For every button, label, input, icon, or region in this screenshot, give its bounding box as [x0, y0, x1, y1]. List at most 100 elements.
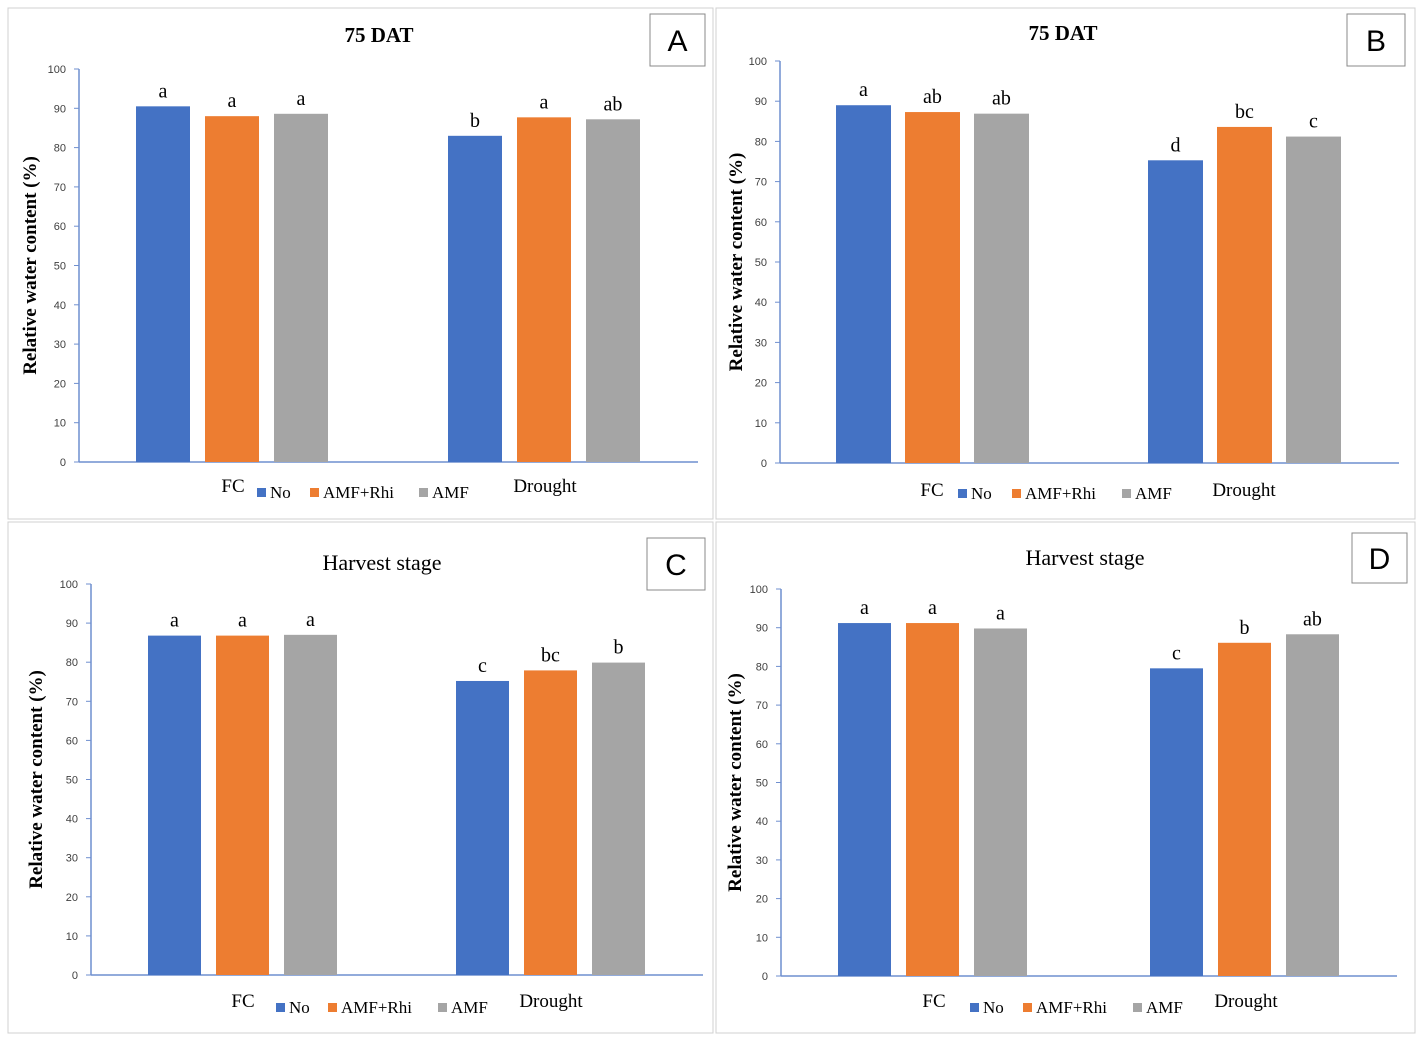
legend: No AMF+Rhi AMF: [958, 484, 1172, 503]
bar-significance-label: a: [228, 90, 237, 112]
y-tick-label: 30: [755, 337, 767, 349]
y-tick-label: 50: [756, 778, 768, 790]
x-category-label: Drought: [519, 991, 583, 1012]
y-tick-label: 70: [755, 177, 767, 189]
bar-fc-no: [148, 635, 201, 975]
y-axis-label: Relative water content (%): [725, 673, 746, 892]
bar-drought-amf: [1286, 136, 1341, 464]
legend: No AMF+Rhi AMF: [970, 998, 1183, 1017]
chart-panel-c: C Harvest stage 0 10 20 30 40 50 60 70 80 90 100 Rela…: [7, 521, 714, 1034]
bar-fc-amf: [274, 113, 328, 462]
y-tick-label: 90: [54, 103, 66, 115]
bar-fc-no: [838, 623, 891, 976]
bar-significance-label: b: [470, 110, 480, 132]
legend-entry: No: [270, 483, 291, 502]
chart-panel-a: A 75 DAT 0 10 20 30 40 50 60 70 80 90 100 Relative wa…: [7, 7, 714, 520]
bar-significance-label: b: [614, 637, 624, 659]
x-category-label: FC: [221, 476, 244, 497]
y-tick-label: 80: [756, 661, 768, 673]
bar-significance-label: a: [238, 610, 247, 632]
y-tick-label: 90: [66, 618, 78, 630]
bar-fc-amf: [284, 634, 337, 975]
panel-letter-box: [1346, 13, 1406, 67]
y-tick-label: 80: [54, 143, 66, 155]
bar-drought-amfrhi: [524, 670, 577, 975]
legend-swatch: [958, 489, 967, 498]
y-tick-label: 100: [750, 584, 768, 596]
bar-drought-no: [1150, 668, 1203, 976]
panel-letter: D: [1369, 543, 1391, 576]
bar-significance-label: b: [1240, 617, 1250, 639]
y-tick-label: 60: [66, 735, 78, 747]
panel-letter-box: [646, 537, 706, 591]
legend-entry: AMF+Rhi: [1036, 998, 1107, 1017]
bar-fc-no: [836, 105, 891, 463]
x-category-label: Drought: [1212, 480, 1276, 501]
y-axis-label: Relative water content (%): [20, 156, 41, 375]
y-tick-label: 10: [755, 418, 767, 430]
legend-swatch: [438, 1003, 447, 1012]
panel-letter-box: [649, 13, 706, 67]
legend-entry: AMF+Rhi: [1025, 484, 1096, 503]
bar-drought-amfrhi: [1218, 642, 1271, 976]
panel-letter: C: [665, 549, 687, 582]
bar-fc-amf: [974, 113, 1029, 464]
y-tick-label: 50: [66, 775, 78, 787]
y-tick-label: 20: [756, 894, 768, 906]
legend-entry: AMF: [432, 483, 469, 502]
bar-fc-amf: [974, 628, 1027, 976]
bar-significance-label: a: [170, 610, 179, 632]
y-tick-label: 100: [60, 579, 78, 591]
panel-letter: A: [667, 25, 687, 58]
legend-entry: AMF: [1135, 484, 1172, 503]
bar-significance-label: a: [859, 79, 868, 101]
y-tick-label: 90: [756, 623, 768, 635]
y-tick-label: 0: [762, 971, 768, 983]
chart-title: Harvest stage: [1025, 545, 1144, 570]
y-tick-label: 90: [755, 96, 767, 108]
y-tick-label: 100: [48, 64, 66, 76]
legend-entry: No: [971, 484, 992, 503]
legend-entry: AMF+Rhi: [341, 998, 412, 1017]
y-tick-label: 40: [66, 814, 78, 826]
bar-significance-label: a: [540, 91, 549, 113]
y-tick-label: 30: [54, 339, 66, 351]
bar-significance-label: ab: [1303, 608, 1322, 630]
y-tick-label: 50: [755, 257, 767, 269]
bar-drought-amfrhi: [517, 117, 571, 463]
bar-significance-label: a: [928, 597, 937, 619]
bar-drought-no: [448, 135, 502, 462]
y-tick-label: 60: [755, 217, 767, 229]
bar-drought-amfrhi: [1217, 126, 1272, 463]
y-tick-label: 30: [756, 855, 768, 867]
legend-entry: No: [289, 998, 310, 1017]
bar-drought-amf: [592, 662, 645, 975]
legend-swatch: [257, 488, 266, 497]
bar-fc-no: [136, 106, 190, 463]
y-tick-label: 70: [756, 700, 768, 712]
bar-drought-amf: [586, 119, 640, 462]
legend-entry: AMF+Rhi: [323, 483, 394, 502]
y-tick-label: 40: [54, 300, 66, 312]
y-tick-label: 50: [54, 261, 66, 273]
bar-fc-amfrhi: [906, 623, 959, 976]
panel-letter-box: [1351, 532, 1408, 584]
bar-significance-label: bc: [1235, 101, 1254, 123]
y-axis-label: Relative water content (%): [26, 670, 47, 889]
chart-title: 75 DAT: [344, 23, 413, 47]
legend-swatch: [1133, 1003, 1142, 1012]
bar-significance-label: ab: [604, 93, 623, 115]
legend: No AMF+Rhi AMF: [276, 998, 488, 1017]
bar-significance-label: d: [1171, 134, 1181, 156]
y-tick-label: 10: [756, 932, 768, 944]
x-category-label: FC: [922, 991, 945, 1012]
y-tick-label: 0: [72, 970, 78, 982]
legend-swatch: [276, 1003, 285, 1012]
y-tick-label: 0: [761, 458, 767, 470]
bar-significance-label: a: [297, 88, 306, 110]
y-tick-label: 20: [66, 892, 78, 904]
bar-significance-label: c: [1172, 642, 1181, 664]
bar-drought-no: [1148, 160, 1203, 463]
y-tick-label: 40: [755, 297, 767, 309]
